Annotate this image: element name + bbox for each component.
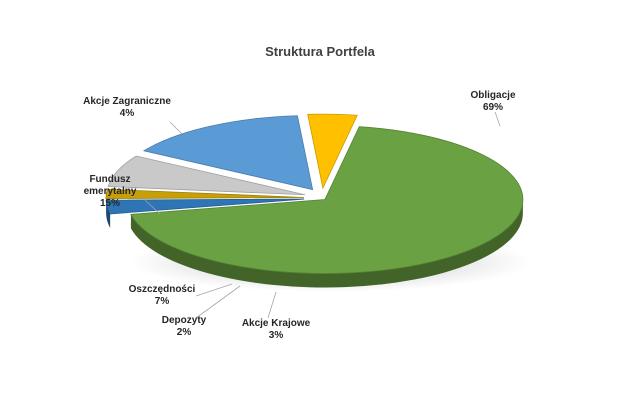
slice-name-line-1: Fundusz	[89, 174, 131, 185]
slice-label-fundusz-emerytalny: Fundusz emerytalny 15%	[75, 174, 145, 210]
slice-percent: 7%	[154, 296, 170, 307]
slice-percent: 15%	[99, 198, 120, 209]
slice-label-depozyty: Depozyty 2%	[154, 315, 214, 339]
slice-percent: 4%	[119, 108, 135, 119]
slice-name: Akcje Zagraniczne	[83, 96, 171, 107]
slice-label-akcje-krajowe: Akcje Krajowe 3%	[231, 318, 321, 342]
leader-line	[494, 111, 501, 127]
leader-line	[195, 285, 241, 319]
leader-line	[144, 199, 161, 215]
slice-name-line-2: emerytalny	[83, 186, 137, 197]
slice-percent: 2%	[176, 327, 192, 338]
slice-name: Obligacje	[470, 90, 516, 101]
leader-line	[169, 121, 183, 135]
pie-slice-obligacje	[130, 126, 524, 274]
leader-line	[267, 291, 277, 319]
slice-name: Akcje Krajowe	[241, 318, 311, 329]
slice-percent: 69%	[482, 102, 503, 113]
pie-slice-fundusz-emerytalny	[142, 115, 314, 191]
pie-slice-akcje-zagraniczne	[307, 113, 358, 190]
pie-slice-side	[130, 199, 523, 288]
slice-name: Depozyty	[161, 315, 207, 326]
slice-label-akcje-zagraniczne: Akcje Zagraniczne 4%	[77, 96, 177, 120]
slice-label-obligacje: Obligacje 69%	[458, 90, 528, 114]
pie-slice-oszcz-dno-ci	[107, 155, 306, 196]
leader-line	[195, 283, 233, 297]
slice-name: Oszczędności	[128, 284, 196, 295]
slice-label-oszczednosci: Oszczędności 7%	[122, 284, 202, 308]
chart-title: Struktura Portfela	[265, 44, 375, 59]
slice-percent: 3%	[268, 330, 284, 341]
pie-slice-depozyty	[105, 188, 305, 199]
